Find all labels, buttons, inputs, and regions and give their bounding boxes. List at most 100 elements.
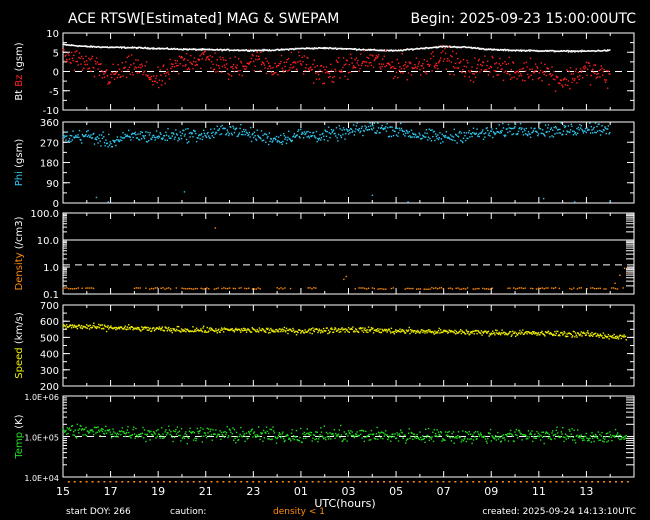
- bz-point: [337, 57, 340, 59]
- bt-point: [365, 49, 368, 51]
- bt-point: [478, 48, 480, 50]
- speed-point: [613, 333, 615, 336]
- bz-point: [370, 64, 373, 67]
- bz-point: [505, 63, 508, 66]
- temp-point: [311, 440, 313, 442]
- bz-point: [244, 65, 246, 67]
- speed-point: [137, 328, 139, 330]
- bt-point: [231, 49, 233, 52]
- phi-point: [106, 142, 109, 144]
- bz-point: [218, 67, 221, 69]
- bt-point: [501, 49, 503, 51]
- temp-point: [298, 440, 301, 442]
- speed-point: [117, 327, 119, 329]
- bz-point: [380, 68, 382, 70]
- bz-point: [312, 63, 314, 66]
- phi-point: [340, 134, 342, 137]
- temp-point: [578, 435, 580, 437]
- bt-point: [311, 47, 313, 49]
- bt-point: [198, 48, 201, 50]
- speed-point: [127, 328, 129, 330]
- temp-point: [604, 436, 607, 438]
- speed-point: [140, 330, 142, 332]
- speed-point: [416, 331, 418, 333]
- bt-point: [358, 48, 361, 50]
- bt-point: [84, 45, 86, 47]
- phi-point: [406, 130, 408, 133]
- temp-point: [118, 430, 121, 432]
- temp-point: [480, 434, 483, 436]
- bt-point: [390, 49, 393, 51]
- bt-point: [463, 45, 465, 48]
- phi-point: [126, 134, 129, 136]
- temp-point: [367, 434, 370, 436]
- bz-point: [180, 56, 182, 59]
- bt-point: [210, 48, 213, 51]
- temp-point: [102, 428, 104, 431]
- temp-point: [274, 436, 276, 438]
- phi-point: [361, 125, 363, 128]
- bt-point: [245, 49, 248, 51]
- bt-point: [452, 46, 454, 48]
- phi-point: [241, 131, 243, 133]
- phi-point: [415, 136, 418, 139]
- bz-point: [542, 70, 545, 73]
- speed-point: [225, 328, 227, 330]
- bz-point: [518, 75, 520, 77]
- bt-point: [412, 48, 415, 50]
- speed-point: [474, 330, 476, 332]
- bt-point: [223, 48, 226, 51]
- bz-point: [563, 78, 565, 80]
- phi-point: [605, 132, 607, 135]
- bz-point: [341, 71, 343, 73]
- density-floor-point: [530, 287, 532, 290]
- temp-point: [429, 437, 431, 439]
- density-caution-mark: [85, 481, 88, 483]
- bt-point: [586, 50, 588, 52]
- bt-point: [280, 49, 282, 51]
- bz-point: [574, 70, 577, 73]
- density-caution-mark: [174, 481, 177, 483]
- speed-point: [166, 330, 169, 332]
- bz-point: [101, 77, 104, 79]
- phi-point: [407, 135, 410, 138]
- phi-point: [222, 127, 224, 130]
- bz-point: [358, 70, 361, 72]
- bz-point: [414, 66, 417, 68]
- temp-point: [172, 440, 174, 443]
- bt-point: [260, 49, 262, 51]
- temp-point: [457, 434, 459, 437]
- speed-point: [537, 332, 540, 334]
- temp-point: [322, 437, 325, 440]
- phi-point: [490, 130, 493, 132]
- temp-point: [443, 439, 445, 441]
- bz-point: [579, 75, 581, 77]
- bt-point: [422, 48, 424, 50]
- bt-point: [324, 47, 326, 50]
- bt-point: [78, 45, 80, 47]
- density-caution-mark: [549, 481, 552, 483]
- bz-point: [475, 71, 478, 74]
- temp-point: [64, 430, 66, 433]
- bz-point: [430, 53, 433, 55]
- bz-point: [355, 57, 358, 59]
- speed-point: [595, 335, 597, 337]
- phi-point: [356, 122, 358, 124]
- phi-point: [208, 135, 210, 137]
- bt-point: [509, 49, 512, 52]
- speed-point: [547, 330, 550, 332]
- bt-point: [587, 49, 590, 52]
- phi-point: [339, 128, 341, 130]
- temp-point: [65, 429, 67, 432]
- temp-point: [180, 440, 182, 442]
- speed-point: [224, 328, 226, 330]
- speed-point: [215, 330, 218, 332]
- phi-point: [108, 133, 110, 136]
- temp-point: [399, 434, 401, 437]
- speed-point: [442, 330, 445, 332]
- speed-point: [327, 332, 329, 335]
- bt-point: [305, 47, 308, 49]
- bz-point: [282, 69, 284, 72]
- bz-point: [319, 69, 321, 71]
- temp-point: [165, 429, 167, 431]
